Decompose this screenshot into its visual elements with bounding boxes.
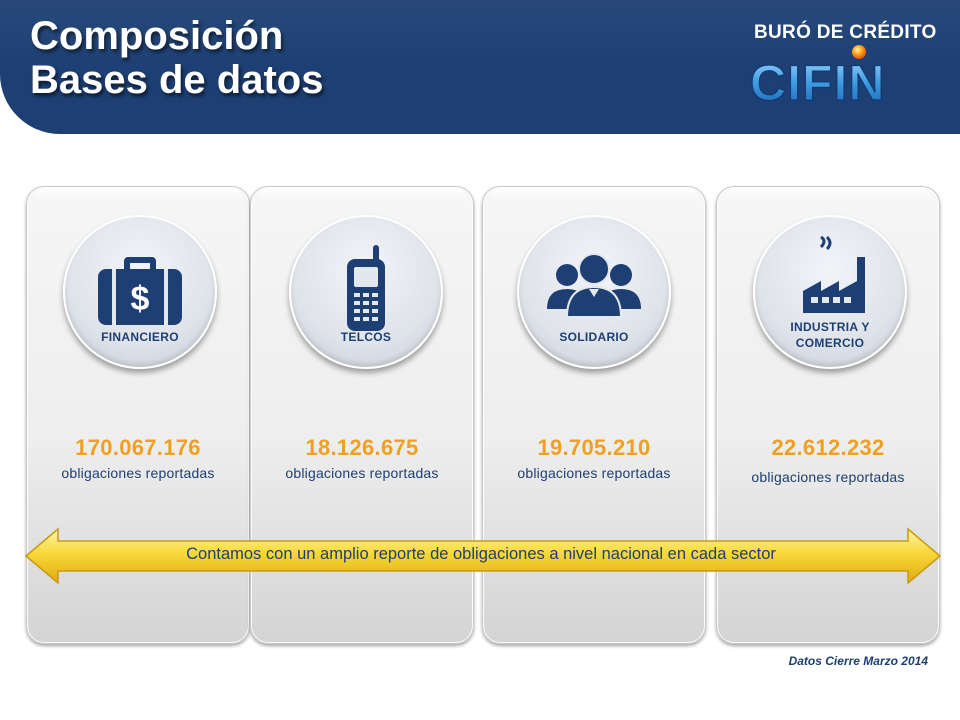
header-banner: Composición Bases de datos BURÓ DE CRÉDI… bbox=[0, 0, 960, 134]
double-arrow-banner bbox=[24, 527, 942, 585]
title-line-2: Bases de datos bbox=[30, 58, 324, 102]
footnote: Datos Cierre Marzo 2014 bbox=[788, 654, 928, 668]
sector-caption: obligaciones reportadas bbox=[285, 465, 439, 481]
sector-label: TELCOS bbox=[340, 330, 392, 344]
sector-caption: obligaciones reportadas bbox=[517, 465, 671, 481]
people-group-icon bbox=[547, 253, 641, 318]
logo-dot bbox=[852, 45, 866, 59]
sector-badge-telcos: TELCOS bbox=[289, 215, 443, 369]
logo-wordmark-text: CIFIN bbox=[750, 55, 886, 110]
sector-value: 19.705.210 bbox=[537, 435, 651, 460]
factory-icon bbox=[803, 235, 865, 313]
sector-value: 18.126.675 bbox=[305, 435, 419, 460]
sector-badge-financiero: $ FINANCIERO bbox=[63, 215, 217, 369]
banner-text: Contamos con un amplio reporte de obliga… bbox=[186, 545, 776, 563]
sector-label: INDUSTRIA Y COMERCIO bbox=[790, 320, 870, 350]
title-line-1: Composición bbox=[30, 14, 284, 58]
svg-text:$: $ bbox=[131, 280, 150, 318]
page-title: Composición Bases de datos bbox=[30, 14, 323, 102]
logo-tagline: BURÓ DE CRÉDITO bbox=[754, 22, 937, 43]
sector-label: FINANCIERO bbox=[101, 330, 179, 344]
mobile-phone-icon bbox=[347, 245, 385, 331]
sector-caption: obligaciones reportadas bbox=[61, 465, 215, 481]
cifin-logo: BURÓ DE CRÉDITO CIFIN bbox=[744, 22, 937, 110]
sector-value: 22.612.232 bbox=[771, 435, 885, 460]
sector-badge-solidario: SOLIDARIO bbox=[517, 215, 671, 369]
cifin-wordmark: CIFIN bbox=[749, 45, 886, 110]
briefcase-dollar-icon: $ bbox=[98, 257, 182, 325]
sector-caption: obligaciones reportadas bbox=[751, 469, 905, 485]
sector-badge-industria: INDUSTRIA Y COMERCIO bbox=[753, 215, 907, 369]
sector-label: SOLIDARIO bbox=[559, 330, 629, 344]
sector-value: 170.067.176 bbox=[75, 435, 201, 460]
